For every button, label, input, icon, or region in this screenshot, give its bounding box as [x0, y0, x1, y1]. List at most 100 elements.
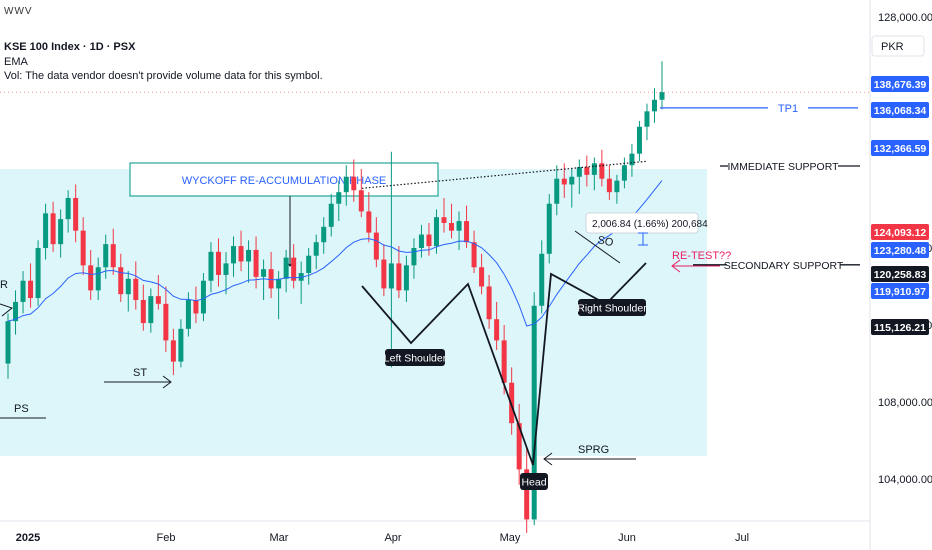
indicator-label: EMA: [4, 56, 28, 68]
y-tick-label: 104,000.00: [878, 474, 932, 486]
candle-body: [283, 257, 289, 279]
candle-body: [118, 267, 124, 295]
candle-body: [268, 269, 274, 289]
candle-body: [433, 217, 439, 247]
candle-body: [524, 469, 530, 520]
price-tag-ema: [871, 283, 929, 299]
candle-body: [163, 303, 169, 341]
candle-body: [103, 244, 109, 268]
target-label-tp1: TP1: [778, 103, 798, 115]
currency-box[interactable]: [871, 35, 925, 57]
x-tick-label: Jul: [735, 532, 749, 544]
candle-body: [621, 165, 627, 181]
symbol-title: KSE 100 Index · 1D · PSX: [4, 41, 136, 53]
left-shoulder-label-box: [385, 349, 445, 366]
candle-body: [486, 286, 492, 320]
candle-body: [561, 178, 567, 185]
candle-body: [193, 299, 199, 314]
candle-body: [178, 328, 184, 362]
candle-body: [546, 203, 552, 254]
candle-body: [614, 180, 620, 193]
price-tag-target: [871, 242, 929, 258]
st-arrow-head: [162, 375, 172, 389]
candle-body: [208, 251, 214, 281]
candle-body: [20, 280, 26, 302]
candle-body: [396, 263, 402, 291]
retest-label: RE-TEST??: [672, 250, 731, 262]
candle-body: [125, 278, 131, 295]
candle-body: [351, 176, 357, 191]
price-tag-label: 120,258.83: [874, 269, 927, 281]
price-tag-support: [871, 266, 929, 282]
price-tag-last: [871, 224, 929, 240]
candle-body: [606, 178, 612, 193]
candle-body: [531, 305, 537, 520]
candle-body: [155, 296, 161, 304]
candle-body: [644, 111, 650, 127]
right-shoulder-label: Right Shoulder: [577, 303, 647, 315]
candle-body: [5, 321, 11, 364]
candle-body: [629, 153, 635, 166]
price-tag-support: [871, 319, 929, 335]
price-tag-label: 115,126.21: [874, 322, 926, 334]
candle-body: [148, 296, 154, 324]
candle-body: [584, 167, 590, 175]
candle-body: [388, 263, 394, 289]
retest-arrow-head: [671, 259, 681, 273]
candle-body: [170, 340, 176, 362]
x-tick-label: Mar: [270, 532, 289, 544]
candle-body: [358, 190, 364, 212]
price-tag-label: 132,366.59: [874, 143, 927, 155]
r-label: R: [0, 279, 8, 291]
price-tag-label: 136,068.34: [874, 105, 927, 117]
candle-body: [13, 301, 19, 322]
candle-body: [253, 249, 259, 277]
candle-body: [298, 273, 304, 281]
candle-body: [35, 248, 41, 299]
candle-body: [501, 340, 507, 383]
phase-label: WYCKOFF RE-ACCUMULATION PHASE: [182, 175, 387, 187]
price-tag-target: [871, 102, 929, 118]
ema-line: [7, 180, 663, 327]
candle-body: [313, 242, 319, 256]
candle-body: [494, 319, 500, 341]
so-arrow: [574, 230, 621, 264]
candle-body: [576, 167, 582, 177]
candle-body: [403, 265, 409, 291]
candle-body: [88, 265, 94, 291]
candle-body: [456, 221, 462, 231]
price-tag-label: 138,676.39: [874, 79, 927, 91]
candle-body: [343, 176, 349, 193]
candle-body: [65, 197, 71, 220]
candle-body: [554, 178, 560, 204]
measure-bracket: [638, 232, 648, 246]
candle-body: [471, 242, 477, 268]
ps-label: PS: [14, 403, 29, 415]
price-tag-label: 124,093.12: [874, 227, 927, 239]
candle-body: [651, 99, 657, 112]
candle-body: [336, 192, 342, 204]
x-tick-label: Jun: [618, 532, 636, 544]
candle-body: [28, 280, 34, 299]
candle-body: [200, 280, 206, 314]
candle-body: [479, 267, 485, 287]
candle-body: [110, 244, 116, 268]
r-arrow: [0, 303, 14, 317]
right-shoulder-label-box: [578, 299, 646, 316]
y-tick-label: 108,000.00: [878, 397, 932, 409]
sprg-arrow-head: [543, 452, 553, 466]
price-tag-label: 119,910.97: [874, 286, 926, 298]
candle-body: [659, 92, 665, 100]
price-tag-target: [871, 76, 929, 92]
candle-body: [73, 197, 79, 231]
price-tag-label: 123,280.48: [874, 245, 927, 257]
candle-body: [58, 219, 64, 245]
candle-body: [261, 269, 267, 277]
price-tag-target: [871, 140, 929, 156]
x-tick-label: May: [500, 532, 521, 544]
x-tick-label: Apr: [384, 532, 401, 544]
volume-note: Vol: The data vendor doesn't provide vol…: [4, 70, 323, 82]
candle-body: [411, 248, 417, 266]
candle-body: [215, 251, 221, 275]
